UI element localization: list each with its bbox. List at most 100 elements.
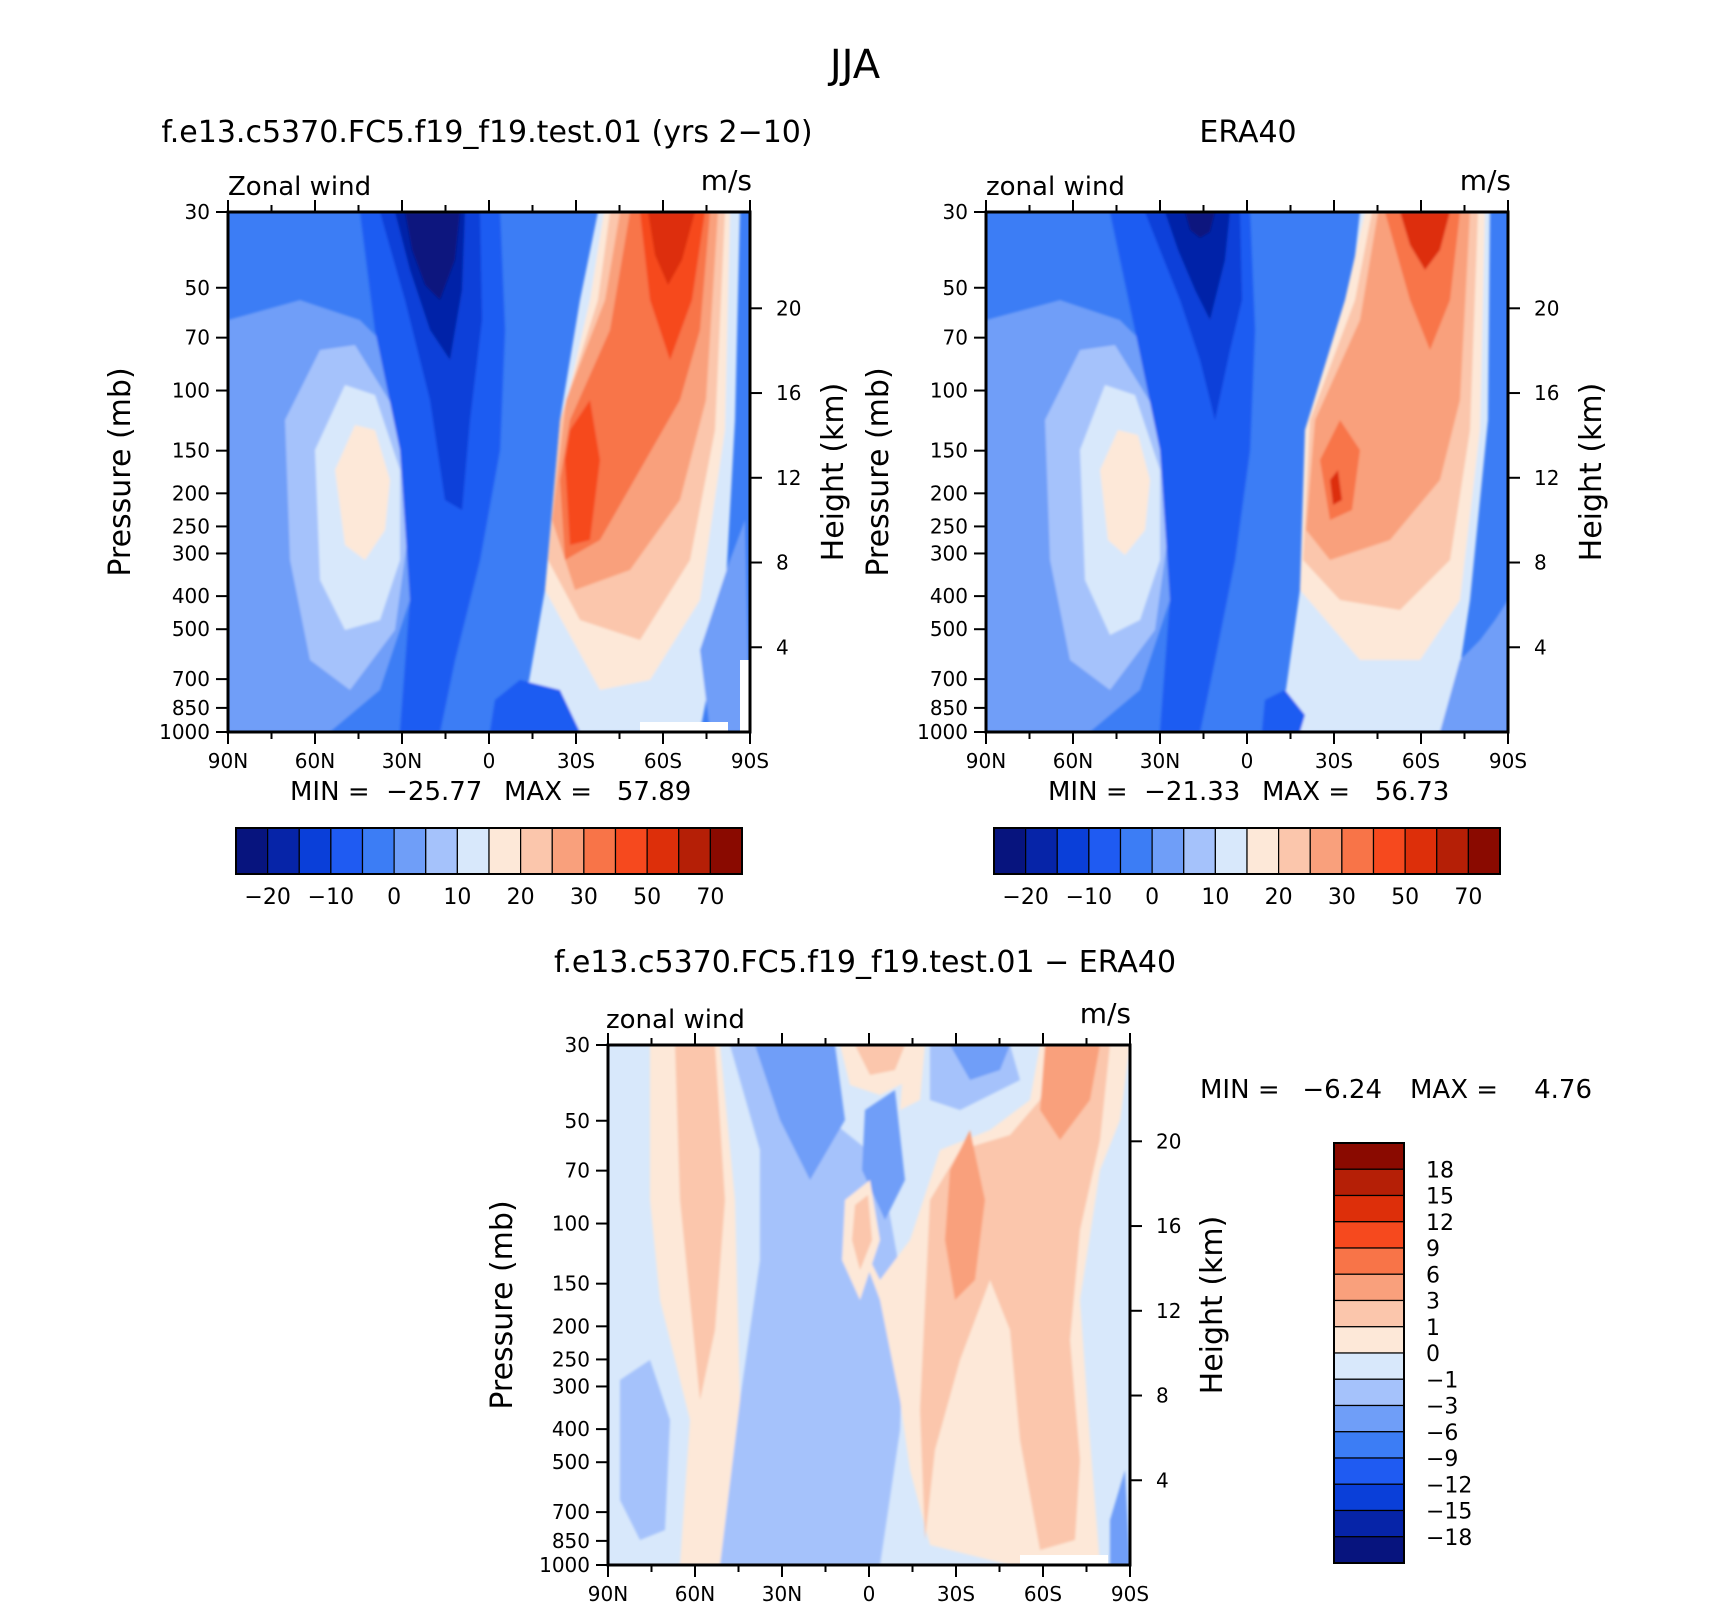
- colorbar-tick-label: 0: [1426, 1342, 1440, 1367]
- pressure-tick-label: 850: [552, 1529, 590, 1553]
- panel-model-ylabel-right: Height (km): [816, 383, 851, 562]
- colorbar-tick-label: −20: [244, 885, 290, 910]
- latitude-tick-label: 90N: [966, 749, 1006, 773]
- colorbar-swatch: [267, 827, 300, 875]
- colorbar-swatch: [1333, 1509, 1405, 1538]
- pressure-tick-label: 500: [930, 617, 968, 641]
- colorbar-tick-label: 6: [1426, 1263, 1440, 1288]
- colorbar-swatch: [1333, 1431, 1405, 1459]
- colorbar-swatch: [1056, 827, 1090, 875]
- contour-pos-3b: [1040, 1045, 1100, 1140]
- height-tick-label: 16: [776, 381, 801, 405]
- panel-era40-title: ERA40: [1199, 115, 1296, 150]
- colorbar-swatch: [993, 827, 1027, 875]
- height-tick-label: 20: [1156, 1129, 1181, 1153]
- pressure-tick-label: 700: [172, 667, 210, 691]
- panel-difference-variable-label: zonal wind: [606, 1005, 745, 1035]
- panel-model-units-label: m/s: [701, 164, 752, 197]
- colorbar-tick-label: −6: [1426, 1421, 1458, 1446]
- height-tick-label: 4: [1534, 635, 1547, 659]
- pressure-tick-label: 400: [552, 1417, 590, 1441]
- pressure-tick-label: 100: [930, 379, 968, 403]
- contour-neg-1b: [620, 1360, 670, 1540]
- pressure-tick-label: 700: [930, 667, 968, 691]
- pressure-tick-label: 300: [552, 1374, 590, 1398]
- latitude-tick-label: 30S: [557, 749, 595, 773]
- panel-difference-axes: 3050701001502002503004005007008501000481…: [539, 1033, 1181, 1606]
- height-tick-label: 4: [1156, 1468, 1169, 1492]
- colorbar-swatch: [1278, 827, 1311, 875]
- colorbar-swatch: [1333, 1536, 1405, 1564]
- colorbar-swatch: [1404, 827, 1438, 875]
- pressure-tick-label: 300: [930, 541, 968, 565]
- latitude-tick-label: 60S: [644, 749, 682, 773]
- colorbar-swatch: [425, 827, 458, 875]
- colorbar-tick-label: 20: [1265, 885, 1293, 910]
- panel-difference-units-label: m/s: [1080, 997, 1131, 1030]
- panel-model-axes: 3050701001502002503004005007008501000481…: [159, 200, 801, 773]
- latitude-tick-label: 30N: [1140, 749, 1180, 773]
- colorbar-tick-label: −10: [1066, 885, 1112, 910]
- panel-difference-max-value: 4.76: [1534, 1075, 1592, 1105]
- panel-model-max-label: MAX = 57.89: [504, 777, 691, 807]
- colorbar-swatch: [709, 827, 743, 875]
- height-tick-label: 8: [1534, 551, 1547, 575]
- latitude-tick-label: 30N: [762, 1582, 802, 1606]
- contour-pos-5: [1320, 212, 1460, 520]
- colorbar-tick-label: 70: [1454, 885, 1482, 910]
- colorbar-swatch: [1025, 827, 1058, 875]
- pressure-tick-label: 700: [552, 1500, 590, 1524]
- panel-difference: f.e13.c5370.FC5.f19_f19.test.01 − ERA40 …: [485, 945, 1592, 1606]
- colorbar-swatch: [1333, 1404, 1405, 1433]
- contour-pos-1b: [855, 1045, 905, 1075]
- colorbar-tick-label: 12: [1426, 1211, 1454, 1236]
- latitude-tick-label: 0: [863, 1582, 876, 1606]
- colorbar-tick-label: −18: [1426, 1526, 1472, 1551]
- height-tick-label: 16: [1156, 1214, 1181, 1238]
- colorbar-swatch: [298, 827, 332, 875]
- height-tick-label: 12: [776, 466, 801, 490]
- colorbar-tick-label: −3: [1426, 1395, 1458, 1420]
- colorbar-swatch: [1341, 827, 1375, 875]
- colorbar-tick-label: 0: [387, 885, 401, 910]
- pressure-tick-label: 500: [552, 1450, 590, 1474]
- colorbar-tick-label: 0: [1145, 885, 1159, 910]
- colorbar-swatch: [1467, 827, 1501, 875]
- colorbar-swatch: [1309, 827, 1343, 875]
- pressure-tick-label: 850: [930, 696, 968, 720]
- colorbar-tick-label: −20: [1002, 885, 1048, 910]
- latitude-tick-label: 90N: [588, 1582, 628, 1606]
- latitude-tick-label: 30S: [937, 1582, 975, 1606]
- height-tick-label: 12: [1534, 466, 1559, 490]
- contour-neg-min-core: [1185, 212, 1215, 238]
- panel-model: f.e13.c5370.FC5.f19_f19.test.01 (yrs 2−1…: [103, 115, 851, 910]
- colorbar-tick-label: −1: [1426, 1368, 1458, 1393]
- colorbar-tick-label: 10: [1201, 885, 1229, 910]
- colorbar-swatch: [330, 827, 364, 875]
- colorbar-tick-label: −9: [1426, 1447, 1458, 1472]
- colorbar-swatch: [456, 827, 490, 875]
- latitude-tick-label: 90N: [208, 749, 248, 773]
- pressure-tick-label: 150: [172, 439, 210, 463]
- pressure-tick-label: 1000: [159, 720, 210, 744]
- colorbar-tick-label: 50: [1391, 885, 1419, 910]
- contour-pos-6: [565, 212, 705, 545]
- height-tick-label: 20: [1534, 296, 1559, 320]
- pressure-tick-label: 250: [172, 514, 210, 538]
- latitude-tick-label: 90S: [1111, 1582, 1149, 1606]
- colorbar-swatch: [1333, 1221, 1405, 1249]
- panel-model-colorbar: −20 −10 0 10 20 30 50 70: [235, 827, 743, 910]
- panel-era40-variable-label: zonal wind: [986, 172, 1125, 202]
- latitude-tick-label: 0: [1241, 749, 1254, 773]
- contour-surface-neg: [1262, 690, 1305, 732]
- colorbar-swatch: [678, 827, 711, 875]
- colorbar-tick-label: 30: [1328, 885, 1356, 910]
- colorbar-swatch: [1436, 827, 1469, 875]
- colorbar-frame: [1333, 1142, 1405, 1564]
- colorbar-swatch: [1333, 1247, 1405, 1275]
- contour-pos-3a: [945, 1130, 985, 1300]
- latitude-tick-label: 90S: [731, 749, 769, 773]
- colorbar-swatch: [646, 827, 680, 875]
